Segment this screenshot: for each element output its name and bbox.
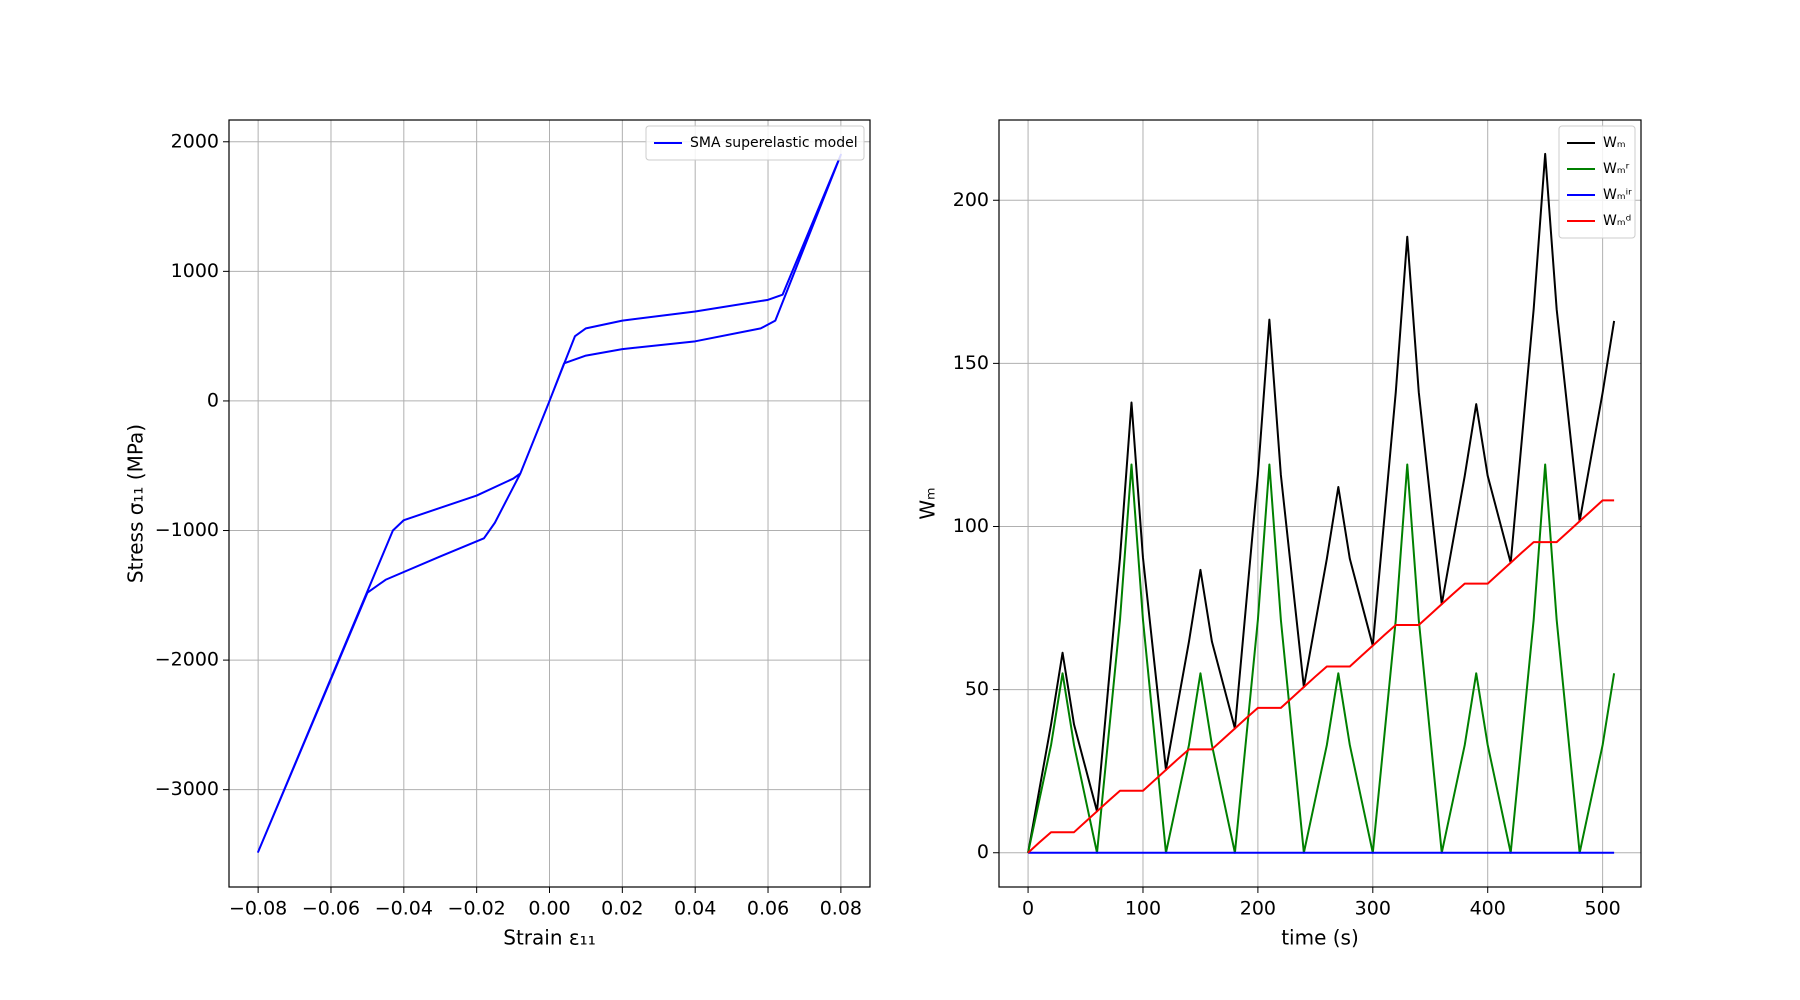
y-tick-label: 1000 [171,260,219,282]
x-tick-label: 0 [1022,898,1034,920]
y-tick-label: −3000 [155,778,219,800]
data-line [1027,152,1616,853]
y-axis-label: Wₘ [916,487,940,519]
x-axis-label: time (s) [1281,926,1359,950]
x-tick-label: −0.04 [375,898,433,920]
legend-label: Wₘ [1603,135,1626,151]
legend-label: Wₘⁱʳ [1603,187,1632,203]
x-tick-label: 0.00 [528,898,570,920]
x-tick-label: 400 [1470,898,1506,920]
plot-frame [998,119,1642,888]
y-tick-label: 150 [953,352,989,374]
legend-label: Wₘʳ [1603,161,1630,177]
legend-box [645,125,865,161]
y-tick-label: −2000 [155,649,219,671]
y-tick-label: 2000 [171,130,219,152]
x-tick-label: 100 [1125,898,1161,920]
x-tick-label: 200 [1240,898,1276,920]
x-tick-label: −0.08 [229,898,287,920]
x-tick-label: 500 [1584,898,1620,920]
y-tick-label: 0 [207,389,219,411]
x-tick-label: −0.06 [302,898,360,920]
x-tick-label: 0.04 [674,898,716,920]
data-line [257,153,842,853]
x-axis-label: Strain ε₁₁ [503,926,595,950]
data-line [1027,499,1615,854]
data-line [1027,463,1616,854]
y-tick-label: −1000 [155,519,219,541]
x-tick-label: 0.08 [820,898,862,920]
x-tick-label: 0.02 [601,898,643,920]
y-tick-label: 100 [953,515,989,537]
x-tick-label: −0.02 [448,898,506,920]
plot-frame [228,119,871,888]
legend-box [1558,125,1636,239]
x-tick-label: 300 [1355,898,1391,920]
x-tick-label: 0.06 [747,898,789,920]
y-tick-label: 0 [977,841,989,863]
y-axis-label: Stress σ₁₁ (MPa) [124,424,148,583]
legend-label: Wₘᵈ [1603,213,1631,229]
y-tick-label: 200 [953,189,989,211]
y-tick-label: 50 [965,678,989,700]
legend-label: SMA superelastic model [690,135,858,151]
